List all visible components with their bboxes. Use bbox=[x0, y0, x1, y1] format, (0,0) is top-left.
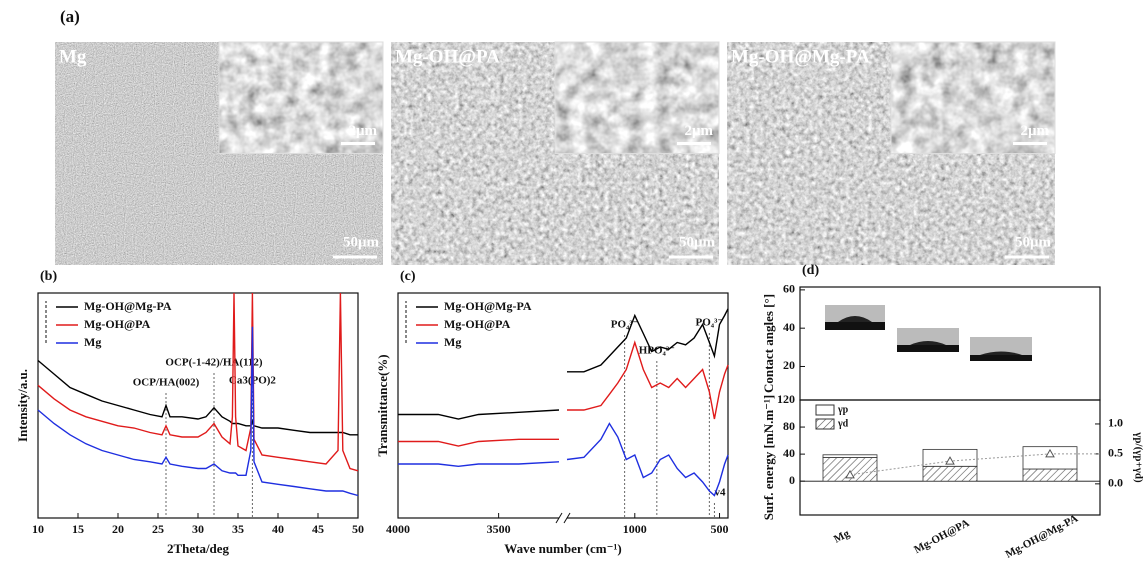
x-tick-label: 15 bbox=[72, 522, 84, 536]
bar-segment bbox=[1023, 469, 1077, 481]
panel-label: (d) bbox=[802, 263, 819, 278]
sem-label: Mg-OH@Mg-PA bbox=[731, 46, 870, 67]
y-axis-label: Intensity/a.u. bbox=[15, 369, 30, 442]
legend-label: Mg-OH@Mg-PA bbox=[444, 299, 532, 313]
annotation: HPO₄²⁻ bbox=[639, 345, 675, 357]
x-tick-label: 1000 bbox=[623, 522, 647, 536]
y-axis-label: Surf. energy [mN.m⁻¹] bbox=[761, 395, 776, 521]
x-tick-label: 3500 bbox=[487, 522, 511, 536]
annotation: OCP(-1-42)/HA(112) bbox=[165, 357, 262, 369]
y-axis-label: Transmittance(%) bbox=[375, 354, 390, 456]
y-tick-label: 80 bbox=[783, 419, 795, 433]
y-axis-label: Contact angles [°] bbox=[761, 294, 776, 393]
figure: (a) Mg 2μm 50μm Mg-OH@PA 2μm 50μm Mg-OH@Mg-PA 2… bbox=[0, 0, 1148, 578]
panel-label: (c) bbox=[400, 269, 416, 284]
x-tick-label: 4000 bbox=[386, 522, 410, 536]
inset-scale: 2μm bbox=[349, 123, 378, 139]
x-axis-label: Wave number (cm⁻¹) bbox=[504, 541, 621, 556]
inset-scale: 2μm bbox=[1021, 123, 1050, 139]
x-tick-label: 50 bbox=[352, 522, 364, 536]
series-line bbox=[38, 361, 358, 435]
y-tick-label: 20 bbox=[783, 358, 795, 372]
y-tick-label: 60 bbox=[783, 282, 795, 296]
x-axis-label: 2Theta/deg bbox=[167, 541, 230, 556]
y2-axis-label: γp/(γp+γd) bbox=[1132, 431, 1144, 483]
y2-tick-label: 0.0 bbox=[1108, 476, 1123, 490]
panel-label: (a) bbox=[60, 7, 80, 26]
bar-segment bbox=[923, 466, 977, 481]
x-tick-label: 40 bbox=[272, 522, 284, 536]
y-tick-label: 120 bbox=[777, 392, 795, 406]
sem-label: Mg bbox=[59, 46, 87, 67]
legend-label: γp bbox=[837, 404, 849, 415]
y-tick-label: 40 bbox=[783, 446, 795, 460]
x-tick-label: Mg-OH@Mg-PA bbox=[1004, 512, 1081, 560]
series-line bbox=[398, 343, 728, 447]
legend-swatch bbox=[816, 405, 834, 415]
y2-tick-label: 0.5 bbox=[1108, 446, 1123, 460]
axis-break bbox=[559, 512, 567, 524]
legend-label: Mg bbox=[444, 335, 461, 349]
x-tick-label: 10 bbox=[32, 522, 44, 536]
scale-label: 50μm bbox=[1015, 234, 1052, 250]
x-tick-label: 500 bbox=[711, 522, 729, 536]
x-tick-label: 20 bbox=[112, 522, 124, 536]
y-tick-label: 0 bbox=[789, 473, 795, 487]
panel-label: (b) bbox=[40, 269, 57, 284]
y-tick-label: 40 bbox=[783, 320, 795, 334]
legend-label: γd bbox=[837, 418, 849, 429]
x-tick-label: Mg bbox=[832, 527, 852, 545]
sem-label: Mg-OH@PA bbox=[395, 46, 500, 67]
legend-swatch bbox=[816, 419, 834, 429]
legend-label: Mg-OH@PA bbox=[84, 317, 151, 331]
legend-label: Mg-OH@Mg-PA bbox=[84, 299, 172, 313]
legend-label: Mg-OH@PA bbox=[444, 317, 511, 331]
x-tick-label: Mg-OH@PA bbox=[912, 517, 971, 556]
annotation: PO₄³⁻ bbox=[611, 319, 639, 331]
series-line bbox=[398, 424, 728, 496]
x-tick-label: 30 bbox=[192, 522, 204, 536]
series-line bbox=[38, 327, 358, 496]
annotation: OCP/HA(002) bbox=[133, 377, 200, 389]
legend-label: Mg bbox=[84, 335, 101, 349]
x-tick-label: 25 bbox=[152, 522, 164, 536]
scale-label: 50μm bbox=[343, 234, 380, 250]
inset-scale: 2μm bbox=[685, 123, 714, 139]
bar-segment bbox=[823, 455, 877, 458]
droplets bbox=[825, 305, 1032, 361]
y2-tick-label: 1.0 bbox=[1108, 416, 1123, 430]
scale-label: 50μm bbox=[679, 234, 716, 250]
x-tick-label: 45 bbox=[312, 522, 324, 536]
x-tick-label: 35 bbox=[232, 522, 244, 536]
